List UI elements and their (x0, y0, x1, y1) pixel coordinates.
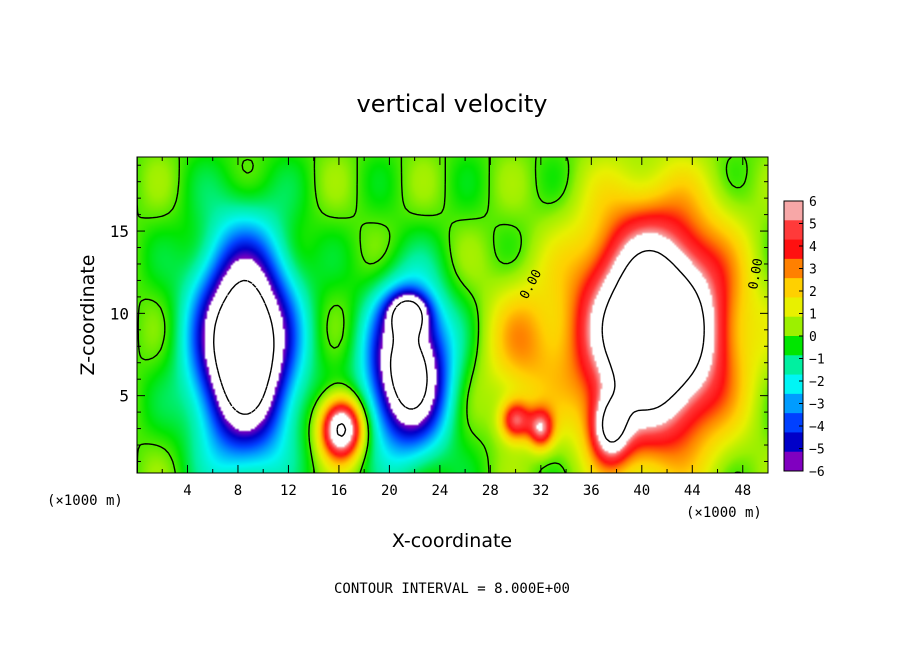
x-tick-label: 28 (482, 483, 499, 499)
colorbar-label: 2 (809, 285, 817, 300)
colorbar-label: −3 (809, 398, 825, 413)
x-unit-note-right: (×1000 m) (686, 505, 762, 521)
y-axis-label: Z-coordinate (77, 255, 99, 376)
colorbar-label: 5 (809, 218, 817, 233)
x-tick-label: 32 (532, 483, 549, 499)
colorbar-label: 1 (809, 308, 817, 323)
x-tick-label: 4 (183, 483, 191, 499)
x-tick-label: 12 (280, 483, 297, 499)
colorbar-label: 3 (809, 263, 817, 278)
colorbar-segment (784, 239, 803, 260)
colorbar-label: 0 (809, 330, 817, 345)
colorbar-segment (784, 316, 803, 337)
x-tick-label: 40 (633, 483, 650, 499)
colorbar-segment (784, 393, 803, 414)
contour-negative (213, 279, 428, 415)
colorbar-segment (784, 201, 803, 221)
colorbar-segment (784, 336, 803, 356)
y-tick-label: 5 (119, 387, 129, 406)
heatmap-image (137, 157, 768, 473)
colorbar-label: −5 (809, 443, 825, 458)
heatmap-field (137, 157, 768, 473)
colorbar-segment (784, 451, 803, 472)
y-tick-label: 10 (110, 304, 129, 323)
colorbar-segment (784, 220, 803, 241)
colorbar-segment (784, 432, 803, 453)
y-tick-label: 15 (110, 222, 129, 241)
contour-interval-note: CONTOUR INTERVAL = 8.000E+00 (334, 581, 570, 597)
colorbar-segment (784, 413, 803, 433)
chart-title: vertical velocity (357, 90, 548, 118)
contour-positive (336, 249, 705, 443)
x-tick-label: 44 (684, 483, 701, 499)
colorbar-segment (784, 297, 803, 318)
colorbar-segment (784, 278, 803, 298)
colorbar-label: 6 (809, 195, 817, 210)
colorbar-segment (784, 258, 803, 279)
x-unit-note-left: (×1000 m) (47, 493, 123, 509)
colorbar-label: −4 (809, 420, 825, 435)
plot-frame (136, 156, 769, 474)
colorbar-label: −2 (809, 375, 825, 390)
x-tick-label: 8 (234, 483, 242, 499)
x-tick-label: 36 (583, 483, 600, 499)
x-tick-label: 16 (330, 483, 347, 499)
x-tick-label: 20 (381, 483, 398, 499)
contour-lines (137, 157, 748, 473)
x-axis-label: X-coordinate (392, 530, 512, 552)
x-axis: 4 8 12 16 20 24 28 32 36 40 44 48 (161, 157, 751, 499)
x-tick-label: 24 (431, 483, 448, 499)
colorbar-label: 4 (809, 240, 817, 255)
colorbar-segment (784, 355, 803, 376)
x-tick-label: 48 (734, 483, 751, 499)
colorbar-label: −1 (809, 353, 825, 368)
colorbar: 6 5 4 3 2 1 0 −1 −2 −3 −4 −5 −6 (783, 195, 825, 480)
contour-label-right: 0.00 (746, 257, 766, 290)
colorbar-segment (784, 374, 803, 395)
y-axis: 5 10 15 (110, 164, 768, 462)
colorbar-label: −6 (809, 465, 825, 480)
